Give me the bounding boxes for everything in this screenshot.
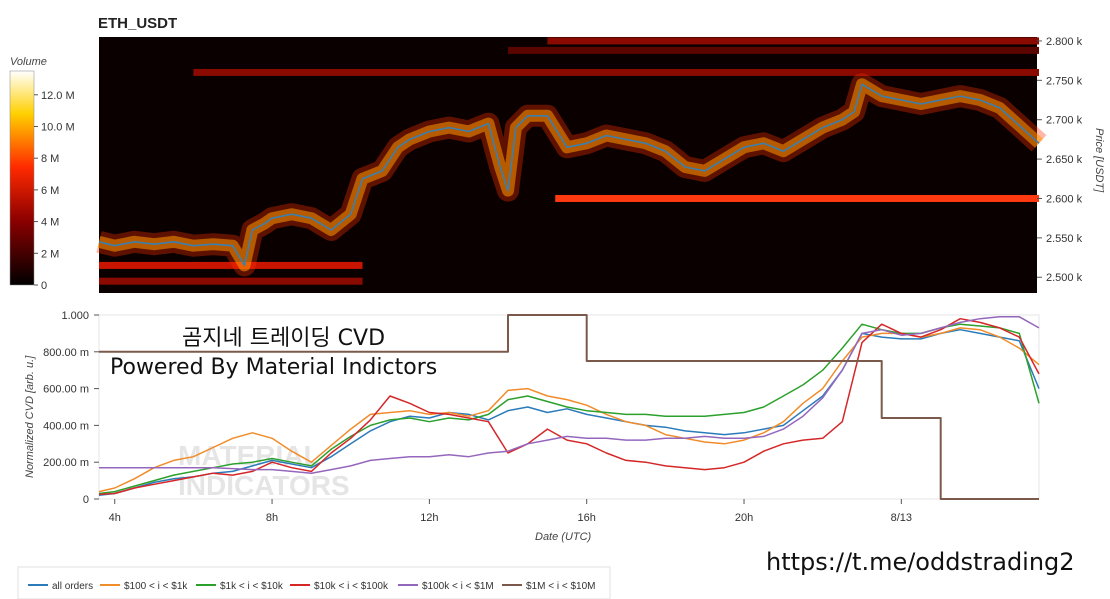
cvd-y-tick-label: 600.00 m — [43, 384, 89, 396]
legend-item-label[interactable]: $1M < i < $10M — [526, 581, 595, 592]
volume-band — [193, 68, 1039, 76]
heatmap-y-tick-label: 2.800 k — [1046, 36, 1083, 48]
cvd-x-ticks: 4h 8h 12h 16h 20h 8/13 — [109, 499, 912, 524]
overlay-subtitle: Powered By Material Indictors — [110, 355, 437, 380]
cvd-x-tick-label: 20h — [735, 512, 753, 524]
cvd-y-tick-label: 1.000 — [61, 310, 89, 322]
cvd-series-line — [99, 316, 1040, 474]
volume-band — [547, 37, 1039, 45]
cvd-y-tick-label: 800.00 m — [43, 347, 89, 359]
colorbar-tick-label: 8 M — [41, 153, 59, 165]
legend-item-label[interactable]: all orders — [52, 581, 93, 592]
cvd-y-tick-label: 400.00 m — [43, 420, 89, 432]
volume-band — [99, 261, 363, 269]
legend-box — [17, 566, 611, 599]
colorbar-tick-label: 4 M — [41, 217, 59, 229]
heatmap-y-tick-label: 2.600 k — [1046, 193, 1083, 205]
cvd-series-line — [98, 327, 1040, 493]
cvd-y-tick-label: 200.00 m — [43, 457, 89, 469]
colorbar-tick-label: 0 — [41, 280, 47, 292]
overlay-title: 곰지네 트레이딩 CVD — [182, 326, 385, 351]
cvd-series-line — [99, 314, 1039, 500]
legend: all orders $100 < i < $1k $1k < i < $10k $1… — [28, 581, 595, 592]
cvd-series-line — [98, 328, 1040, 497]
legend-item-label[interactable]: $100k < i < $1M — [422, 581, 494, 592]
colorbar-tick-label: 12.0 M — [41, 90, 75, 102]
heatmap-y-label: Price [USDT] — [1093, 128, 1105, 193]
cvd-x-tick-label: 8h — [266, 512, 278, 524]
heatmap-y-tick-label: 2.700 k — [1046, 115, 1083, 127]
volume-band — [508, 46, 1039, 54]
heatmap-title: ETH_USDT — [98, 15, 177, 32]
heatmap-y-tick-label: 2.550 k — [1046, 233, 1083, 245]
volume-band — [555, 194, 1039, 202]
price-line — [98, 83, 1040, 267]
volume-band — [99, 277, 363, 285]
heatmap-y-ticks: 2.500 k 2.550 k 2.600 k 2.650 k 2.700 k 2.750… — [1037, 36, 1083, 284]
colorbar — [9, 70, 35, 286]
colorbar-label: Volume — [10, 56, 47, 68]
cvd-y-label: Normalized CVD [arb. u.] — [24, 355, 36, 478]
colorbar-tick-label: 6 M — [41, 185, 59, 197]
heatmap-y-tick-label: 2.650 k — [1046, 154, 1083, 166]
cvd-series-line — [98, 317, 1040, 496]
colorbar-ticks: 0 2 M 4 M 6 M 8 M 10.0 M 12.0 M — [34, 90, 75, 292]
heatmap-y-tick-label: 2.500 k — [1046, 272, 1083, 284]
cvd-x-tick-label: 16h — [578, 512, 596, 524]
cvd-series — [98, 314, 1040, 500]
legend-item-label[interactable]: $100 < i < $1k — [124, 581, 188, 592]
legend-item-label[interactable]: $1k < i < $10k — [220, 581, 284, 592]
colorbar-tick-label: 2 M — [41, 248, 59, 260]
heatmap-y-tick-label: 2.750 k — [1046, 75, 1083, 87]
colorbar-tick-label: 10.0 M — [41, 121, 75, 133]
legend-item-label[interactable]: $10k < i < $100k — [314, 581, 389, 592]
watermark-line-1: MATERIAL — [178, 440, 321, 471]
cvd-x-label: Date (UTC) — [535, 531, 592, 543]
heatmap-background — [99, 37, 1037, 293]
heatmap-volume-bands — [99, 37, 1039, 285]
cvd-y-tick-label: 0 — [83, 494, 89, 506]
cvd-x-tick-label: 12h — [420, 512, 438, 524]
footer-url[interactable]: https://t.me/oddstrading2 — [766, 548, 1075, 576]
cvd-x-tick-label: 8/13 — [891, 512, 912, 524]
cvd-y-ticks: 0 200.00 m 400.00 m 600.00 m 800.00 m 1.000 — [43, 310, 99, 506]
cvd-x-tick-label: 4h — [109, 512, 121, 524]
